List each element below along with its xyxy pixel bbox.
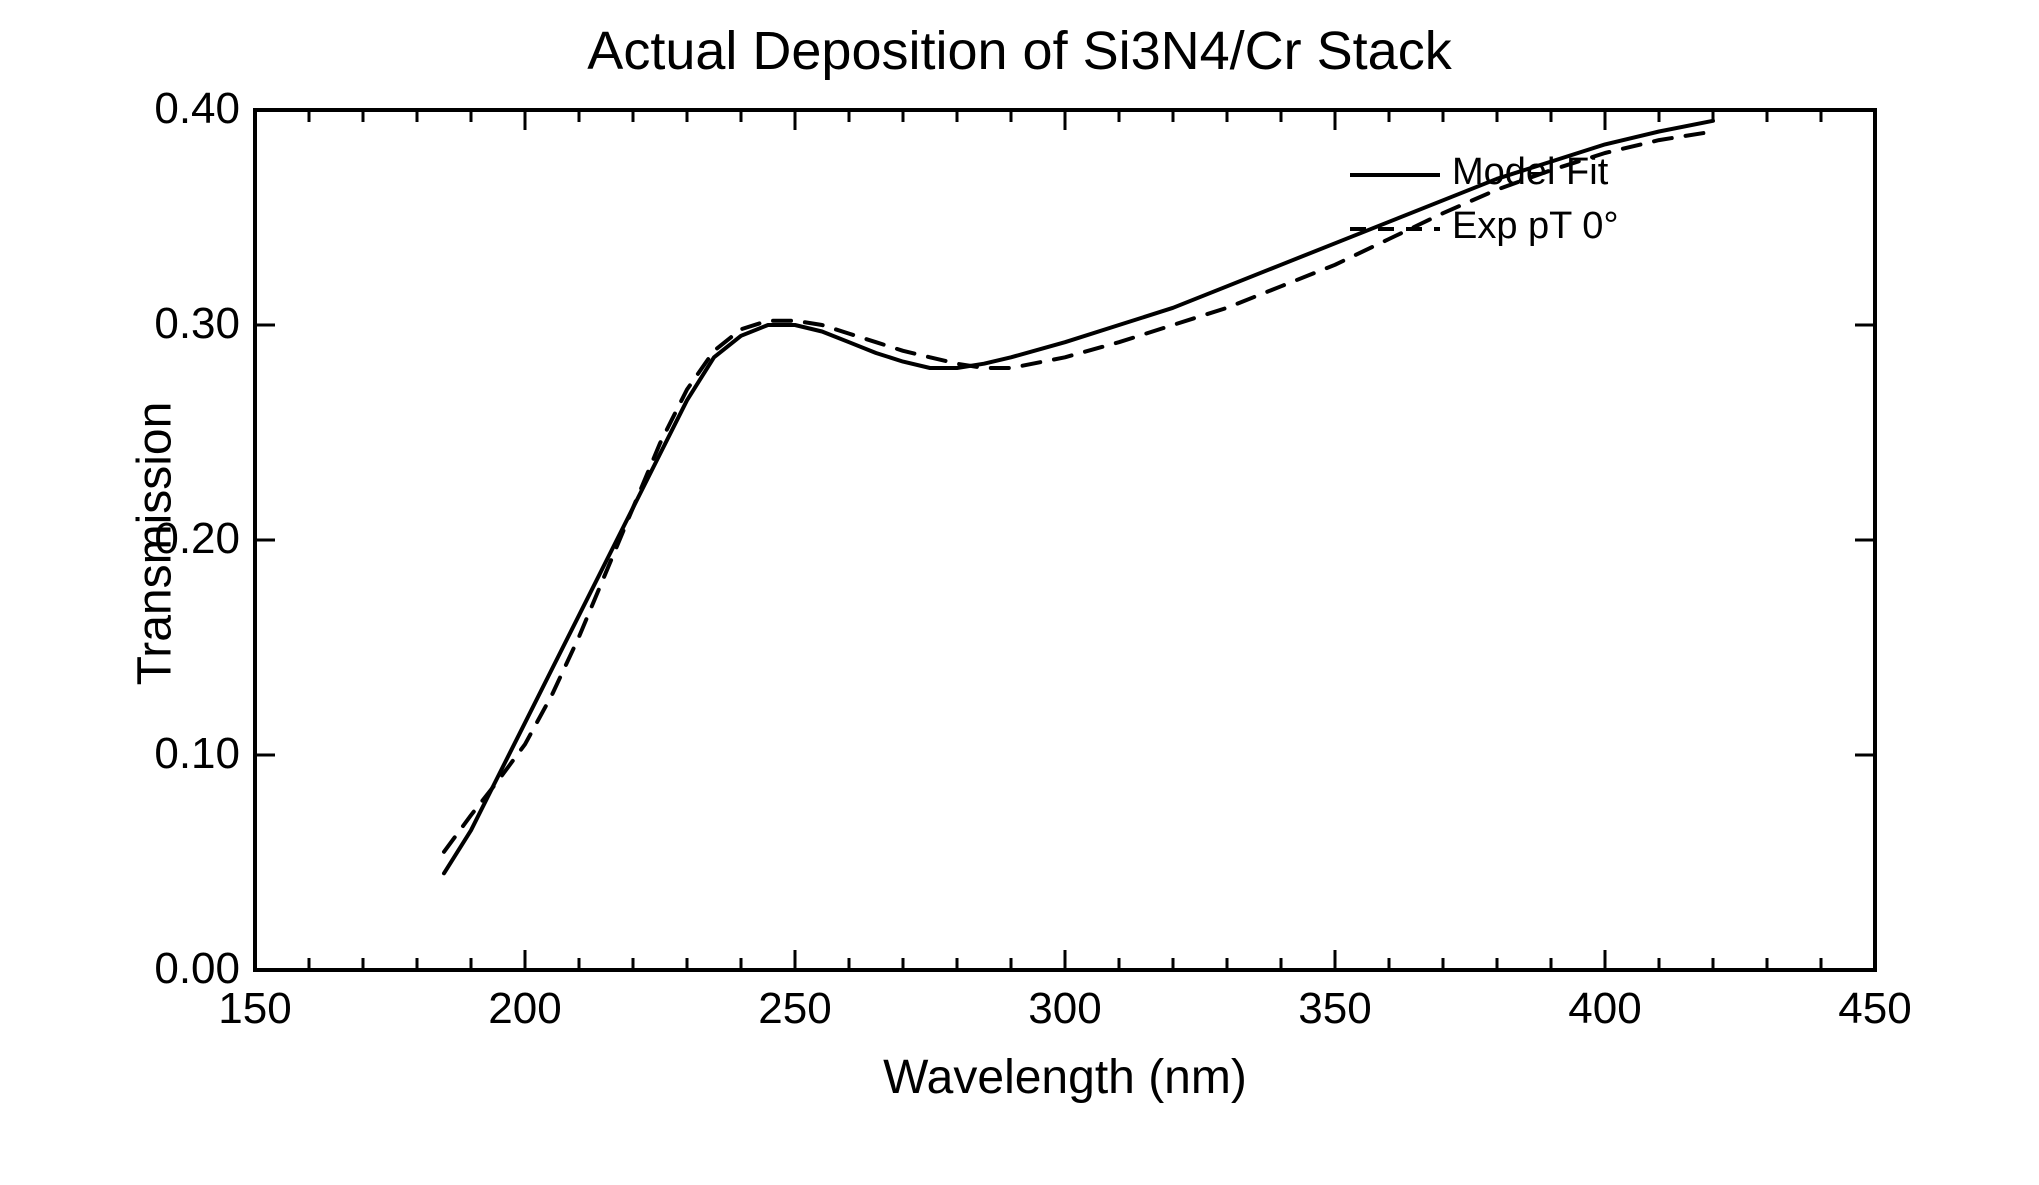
x-tick-label: 450 (1825, 984, 1925, 1034)
x-tick-label: 200 (475, 984, 575, 1034)
x-tick-label: 250 (745, 984, 845, 1034)
x-axis-label: Wavelength (nm) (255, 1050, 1875, 1105)
y-tick-label: 0.40 (120, 84, 240, 134)
y-tick-label: 0.20 (120, 514, 240, 564)
y-tick-label: 0.10 (120, 729, 240, 779)
y-tick-label: 0.30 (120, 299, 240, 349)
x-tick-label: 350 (1285, 984, 1385, 1034)
x-tick-label: 300 (1015, 984, 1115, 1034)
legend-item-label: Exp pT 0° (1452, 205, 1619, 248)
y-tick-label: 0.00 (120, 944, 240, 994)
chart-container: Actual Deposition of Si3N4/Cr Stack Tran… (0, 0, 2039, 1185)
legend-item-label: Model Fit (1452, 151, 1608, 194)
x-tick-label: 400 (1555, 984, 1655, 1034)
